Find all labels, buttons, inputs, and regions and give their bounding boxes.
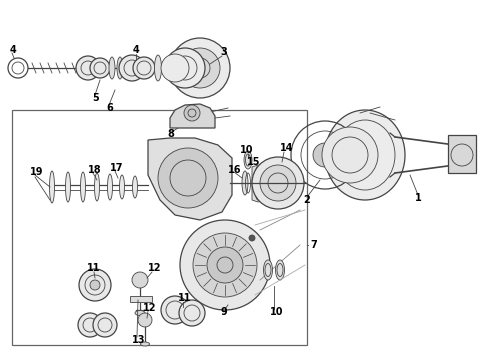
Ellipse shape	[325, 110, 405, 200]
Ellipse shape	[141, 342, 149, 346]
Circle shape	[132, 272, 148, 288]
Circle shape	[138, 313, 152, 327]
Text: 1: 1	[415, 193, 422, 203]
Circle shape	[165, 48, 205, 88]
Text: 3: 3	[220, 47, 227, 57]
Circle shape	[90, 58, 110, 78]
Ellipse shape	[109, 57, 115, 79]
Text: 11: 11	[178, 293, 192, 303]
Polygon shape	[170, 104, 215, 128]
Circle shape	[180, 220, 270, 310]
Text: 19: 19	[30, 167, 44, 177]
Polygon shape	[148, 138, 232, 220]
Text: 17: 17	[110, 163, 123, 173]
Text: 7: 7	[310, 240, 317, 250]
Text: 2: 2	[303, 195, 310, 205]
Text: 12: 12	[143, 303, 156, 313]
Bar	[12, 110, 307, 345]
Ellipse shape	[107, 174, 113, 200]
Ellipse shape	[80, 172, 85, 202]
Circle shape	[119, 55, 145, 81]
Circle shape	[207, 247, 243, 283]
Circle shape	[161, 54, 189, 82]
Text: 11: 11	[87, 263, 100, 273]
Text: 10: 10	[240, 145, 253, 155]
Ellipse shape	[275, 260, 285, 280]
Circle shape	[184, 105, 200, 121]
Text: 15: 15	[247, 157, 261, 167]
Text: 14: 14	[280, 143, 294, 153]
Circle shape	[249, 235, 255, 241]
Ellipse shape	[154, 55, 162, 81]
Circle shape	[76, 56, 100, 80]
Ellipse shape	[117, 57, 123, 79]
Text: 12: 12	[148, 263, 162, 273]
Text: 10: 10	[270, 307, 284, 317]
Ellipse shape	[244, 151, 252, 169]
Circle shape	[313, 143, 337, 167]
Circle shape	[193, 233, 257, 297]
Circle shape	[180, 48, 220, 88]
Text: 13: 13	[132, 335, 146, 345]
Circle shape	[161, 296, 189, 324]
Text: 16: 16	[228, 165, 242, 175]
Text: 5: 5	[92, 93, 99, 103]
Ellipse shape	[66, 172, 71, 202]
Text: 9: 9	[220, 307, 227, 317]
Circle shape	[179, 300, 205, 326]
Ellipse shape	[242, 171, 248, 195]
Ellipse shape	[132, 176, 138, 198]
Circle shape	[79, 269, 111, 301]
Circle shape	[93, 313, 117, 337]
Circle shape	[78, 313, 102, 337]
Circle shape	[133, 57, 155, 79]
Circle shape	[170, 38, 230, 98]
Polygon shape	[252, 165, 264, 202]
Text: 4: 4	[10, 45, 17, 55]
Ellipse shape	[49, 171, 54, 203]
Bar	[130, 296, 152, 302]
Circle shape	[260, 165, 296, 201]
Circle shape	[90, 280, 100, 290]
Ellipse shape	[264, 260, 272, 280]
Text: 4: 4	[133, 45, 140, 55]
Text: 8: 8	[167, 129, 174, 139]
Text: 6: 6	[106, 103, 113, 113]
Ellipse shape	[120, 175, 124, 199]
Ellipse shape	[95, 173, 99, 201]
Bar	[448, 135, 476, 173]
Circle shape	[252, 157, 304, 209]
Circle shape	[322, 127, 378, 183]
Ellipse shape	[135, 310, 145, 315]
Circle shape	[158, 148, 218, 208]
Text: 18: 18	[88, 165, 101, 175]
